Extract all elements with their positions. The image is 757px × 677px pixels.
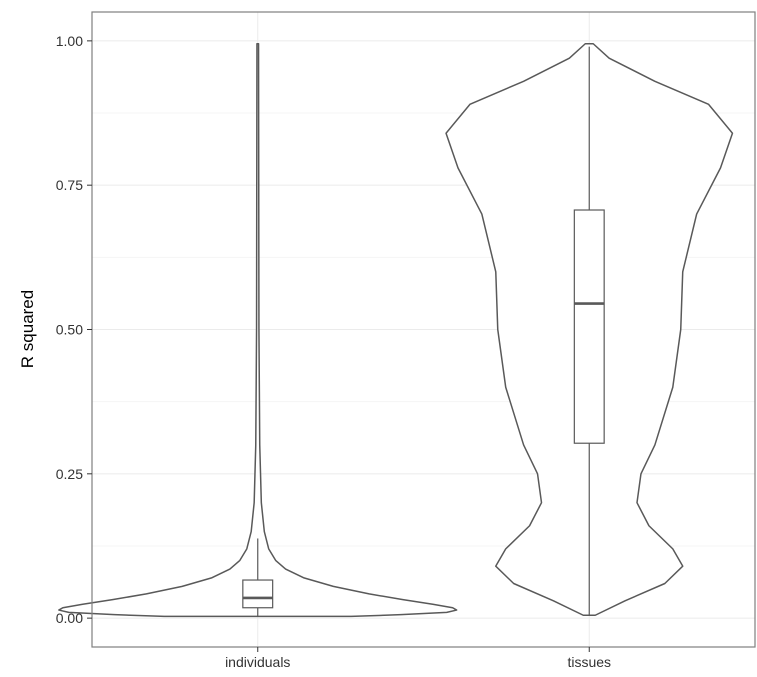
y-axis-title: R squared	[18, 290, 37, 368]
y-tick-label: 0.00	[56, 610, 83, 626]
x-tick-label-individuals: individuals	[225, 654, 290, 670]
x-tick-label-tissues: tissues	[567, 654, 611, 670]
box-individuals	[242, 579, 274, 609]
y-axis: 0.00 0.25 0.50 0.75 1.00	[56, 33, 92, 626]
x-axis: individuals tissues	[225, 647, 611, 670]
y-tick-label: 0.50	[56, 322, 83, 338]
boxplots	[242, 46, 605, 617]
y-tick-label: 1.00	[56, 33, 83, 49]
y-tick-label: 0.75	[56, 177, 83, 193]
violin-individuals	[58, 43, 458, 618]
box-tissues	[573, 209, 605, 444]
y-tick-label: 0.25	[56, 466, 83, 482]
